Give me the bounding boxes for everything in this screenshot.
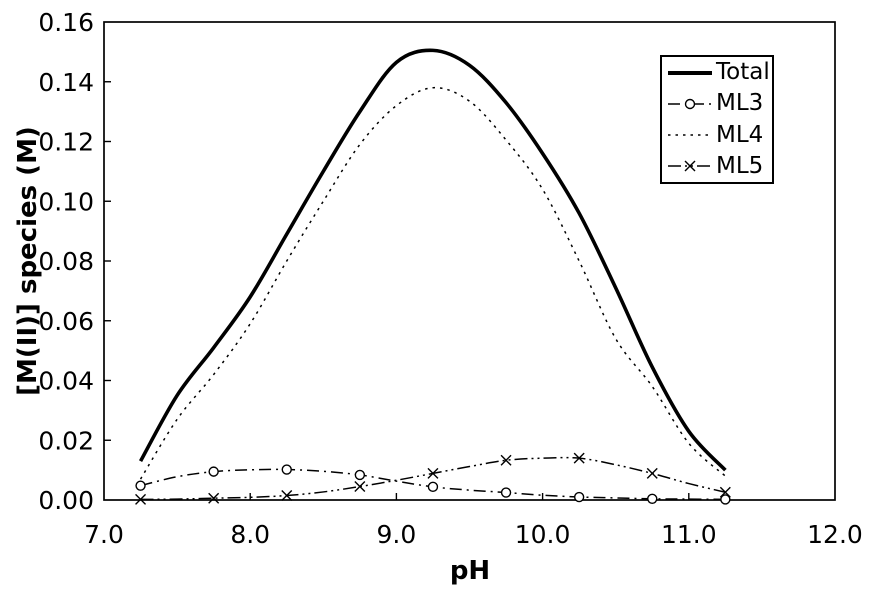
- legend-item-ml5: ML5: [662, 151, 772, 181]
- legend-line-sample-ml3: [668, 98, 712, 110]
- legend-item-ml4: ML4: [662, 120, 772, 150]
- svg-text:0.02: 0.02: [38, 426, 94, 455]
- svg-text:0.06: 0.06: [38, 307, 94, 336]
- x-axis-title: pH: [449, 556, 491, 586]
- svg-text:11.0: 11.0: [661, 520, 717, 549]
- legend-item-ml3: ML3: [662, 89, 772, 119]
- svg-text:12.0: 12.0: [807, 520, 863, 549]
- y-axis-title: [M(II)] species (M): [13, 126, 43, 396]
- legend-label-ml3: ML3: [716, 90, 764, 117]
- svg-text:0.12: 0.12: [38, 128, 94, 157]
- legend-label-ml5: ML5: [716, 152, 764, 179]
- legend-label-total: Total: [716, 59, 770, 86]
- svg-text:0.16: 0.16: [38, 8, 94, 37]
- svg-text:10.0: 10.0: [515, 520, 571, 549]
- legend: Total ML3 ML4 ML5: [660, 55, 774, 184]
- svg-text:0.08: 0.08: [38, 247, 94, 276]
- svg-text:0.14: 0.14: [38, 68, 94, 97]
- legend-item-total: Total: [662, 58, 772, 88]
- legend-label-ml4: ML4: [716, 121, 764, 148]
- svg-text:0.00: 0.00: [38, 486, 94, 515]
- legend-line-sample-total: [668, 70, 712, 75]
- svg-text:9.0: 9.0: [377, 520, 417, 549]
- svg-text:0.10: 0.10: [38, 187, 94, 216]
- svg-text:0.04: 0.04: [38, 367, 94, 396]
- legend-line-sample-ml4: [668, 134, 712, 136]
- svg-text:7.0: 7.0: [84, 520, 124, 549]
- svg-text:8.0: 8.0: [230, 520, 270, 549]
- legend-line-sample-ml5: [668, 160, 712, 172]
